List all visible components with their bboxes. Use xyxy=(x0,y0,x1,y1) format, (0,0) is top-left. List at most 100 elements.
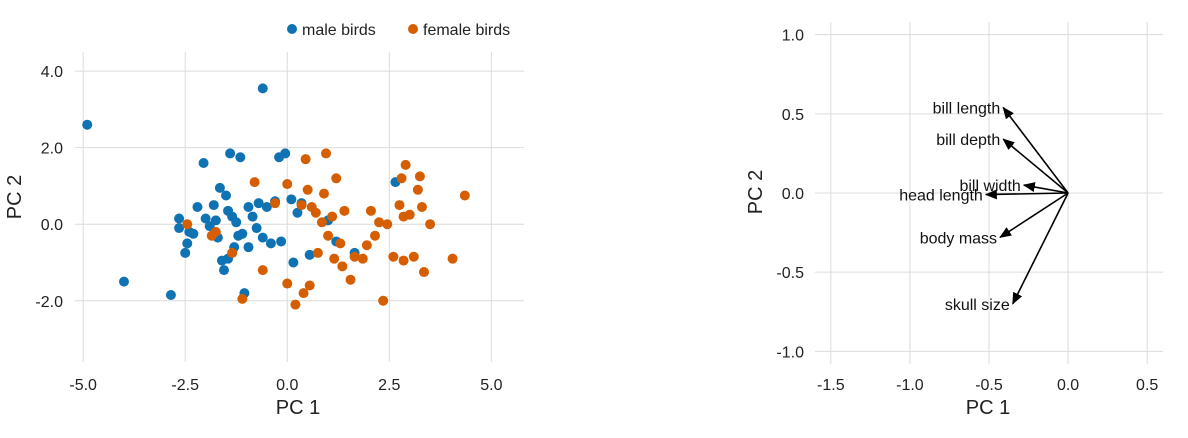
scatter-point xyxy=(292,207,303,218)
scatter-points xyxy=(82,83,470,310)
loadings-x-axis-title: PC 1 xyxy=(966,397,1010,419)
scatter-point xyxy=(374,217,385,228)
scatter-point xyxy=(394,200,405,211)
loadings-x-tick-label: 0.5 xyxy=(1136,377,1158,394)
loadings-x-tick-label: -1.0 xyxy=(896,377,924,394)
scatter-point xyxy=(418,267,429,278)
loading-arrow-line xyxy=(1012,192,1069,305)
loading-arrow: skull size xyxy=(945,192,1069,314)
scatter-point xyxy=(198,157,209,168)
scatter-point xyxy=(165,290,176,301)
scatter-point xyxy=(251,223,262,234)
scatter-point xyxy=(282,278,293,289)
scatter-point xyxy=(231,217,242,228)
loadings-y-tick-label: -0.5 xyxy=(776,265,804,282)
scatter-point xyxy=(265,238,276,249)
scatter-point xyxy=(425,219,436,230)
scatter-point xyxy=(304,280,315,291)
scatter-y-tick-label: 2.0 xyxy=(41,141,63,158)
scatter-point xyxy=(318,188,329,199)
scatter-point xyxy=(221,190,232,201)
loadings-x-tick-label: 0.0 xyxy=(1057,377,1079,394)
legend-male-label: male birds xyxy=(302,22,376,39)
scatter-y-axis-title: PC 2 xyxy=(4,175,26,219)
scatter-y-tick-label: 0.0 xyxy=(41,217,63,234)
scatter-point xyxy=(282,179,293,190)
scatter-point xyxy=(180,247,191,258)
scatter-legend: male birds female birds xyxy=(287,22,510,39)
scatter-point xyxy=(302,184,313,195)
scatter-point xyxy=(378,295,389,306)
scatter-point xyxy=(227,247,238,258)
scatter-y-ticks: -2.0 0.0 2.0 4.0 xyxy=(35,64,63,311)
scatter-x-ticks: -5.0 -2.5 0.0 2.5 5.0 xyxy=(69,377,502,394)
scatter-point xyxy=(400,159,411,170)
scatter-point xyxy=(182,219,193,230)
scatter-point xyxy=(261,202,272,212)
scatter-point xyxy=(327,211,338,222)
scatter-point xyxy=(382,219,393,230)
scatter-point xyxy=(270,198,281,209)
scatter-point xyxy=(206,230,217,241)
loading-arrow: body mass xyxy=(920,192,1069,247)
loadings-y-tick-label: 0.5 xyxy=(782,107,804,124)
scatter-point xyxy=(237,293,248,304)
loading-arrow: bill width xyxy=(959,178,1069,195)
scatter-point xyxy=(300,154,311,165)
scatter-point xyxy=(345,274,356,285)
loading-arrow: head length xyxy=(899,188,1069,205)
scatter-point xyxy=(296,200,307,211)
scatter-point xyxy=(339,205,350,216)
scatter-point xyxy=(412,184,423,195)
loading-arrow: bill depth xyxy=(936,132,1069,194)
scatter-point xyxy=(396,173,407,184)
scatter-point xyxy=(361,240,372,251)
loading-arrow-label: bill depth xyxy=(936,132,1000,149)
loadings-y-tick-label: -1.0 xyxy=(776,344,804,361)
loading-arrow-label: skull size xyxy=(945,297,1010,314)
scatter-point xyxy=(192,202,203,212)
scatter-point xyxy=(223,205,234,216)
loadings-x-tick-label: -0.5 xyxy=(975,377,1003,394)
loading-arrow-label: bill length xyxy=(933,101,1001,118)
scatter-point xyxy=(280,148,291,159)
loadings-y-tick-label: 1.0 xyxy=(782,28,804,45)
loading-arrow-line xyxy=(999,192,1069,239)
loading-arrow-line xyxy=(1002,138,1069,194)
scatter-point xyxy=(349,251,360,262)
scatter-point xyxy=(459,190,470,201)
legend-female-marker xyxy=(408,24,418,34)
scatter-point xyxy=(323,230,334,241)
loading-arrow-line xyxy=(1002,106,1069,194)
scatter-point xyxy=(214,182,225,193)
scatter-y-tick-label: 4.0 xyxy=(41,64,63,81)
scatter-point xyxy=(331,173,342,184)
scatter-point xyxy=(329,253,340,264)
scatter-point xyxy=(286,194,297,205)
scatter-point xyxy=(243,242,254,253)
scatter-point xyxy=(321,148,332,159)
scatter-point xyxy=(210,215,221,226)
scatter-point xyxy=(237,228,248,239)
scatter-point xyxy=(200,213,211,224)
scatter-x-axis-title: PC 1 xyxy=(276,397,320,419)
scatter-point xyxy=(388,251,399,262)
scatter-point xyxy=(257,232,268,243)
scatter-point xyxy=(208,200,219,211)
scatter-point xyxy=(290,299,301,310)
scatter-x-tick-label: 2.5 xyxy=(378,377,400,394)
scatter-point xyxy=(188,228,199,239)
scatter-x-tick-label: -2.5 xyxy=(171,377,199,394)
scatter-point xyxy=(218,265,229,276)
scatter-point xyxy=(257,83,268,94)
scatter-point xyxy=(243,202,254,212)
scatter-point xyxy=(357,253,368,264)
scatter-x-tick-label: 0.0 xyxy=(276,377,298,394)
scatter-point xyxy=(416,202,427,212)
scatter-point xyxy=(298,288,309,299)
scatter-point xyxy=(335,238,346,249)
legend-male-marker xyxy=(287,24,297,34)
loadings-y-tick-label: 0.0 xyxy=(782,186,804,203)
loading-arrow: bill length xyxy=(933,101,1069,194)
